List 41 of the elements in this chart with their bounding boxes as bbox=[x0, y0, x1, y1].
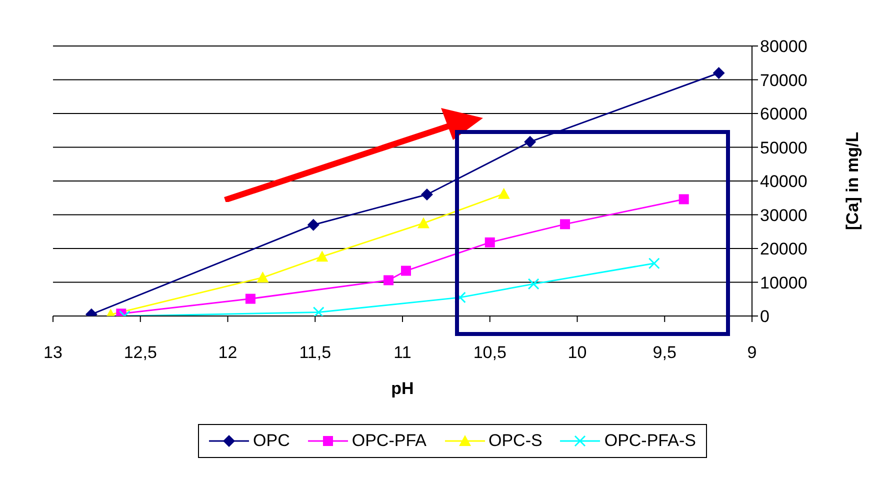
legend-label: OPC-S bbox=[488, 431, 542, 451]
y-tick-label: 40000 bbox=[760, 172, 808, 192]
point bbox=[648, 258, 660, 270]
x-tick-label: 11,5 bbox=[299, 343, 332, 362]
point bbox=[528, 278, 540, 290]
x-tick-label: 10 bbox=[568, 343, 587, 362]
y-tick-label: 80000 bbox=[760, 37, 808, 56]
point bbox=[524, 136, 536, 148]
point bbox=[400, 266, 411, 276]
point bbox=[498, 188, 510, 199]
legend-label: OPC-PFA-S bbox=[604, 431, 696, 451]
point bbox=[712, 67, 725, 79]
y-tick-label: 70000 bbox=[760, 70, 808, 90]
point bbox=[256, 272, 269, 283]
point bbox=[384, 275, 394, 286]
point bbox=[307, 218, 320, 231]
x-tick-label: 11 bbox=[394, 343, 412, 362]
legend-label: OPC bbox=[253, 431, 290, 451]
y-tick-label: 50000 bbox=[760, 138, 808, 158]
legend-label: OPC-PFA bbox=[352, 431, 426, 451]
y-tick-label: 0 bbox=[760, 307, 770, 326]
y-tick-label: 10000 bbox=[760, 273, 808, 292]
point bbox=[484, 237, 495, 248]
point bbox=[316, 250, 328, 262]
x-axis-title: pH bbox=[391, 379, 414, 398]
x-tick-label: 12 bbox=[218, 343, 238, 362]
x-tick-label: 9 bbox=[747, 343, 757, 362]
point bbox=[417, 217, 430, 228]
point bbox=[678, 194, 689, 204]
x-tick-label: 12,5 bbox=[124, 343, 157, 362]
x-tick-label: 9,5 bbox=[652, 343, 676, 362]
point bbox=[245, 294, 256, 304]
y-axis-title: [Ca] in mg/L bbox=[843, 132, 862, 230]
y-tick-label: 30000 bbox=[760, 206, 808, 225]
point bbox=[312, 306, 324, 316]
point bbox=[560, 219, 570, 230]
y-tick-label: 20000 bbox=[760, 240, 808, 259]
y-tick-label: 60000 bbox=[760, 104, 808, 124]
x-tick-label: 10,5 bbox=[473, 343, 506, 362]
x-tick-label: 13 bbox=[44, 343, 62, 362]
point bbox=[420, 188, 433, 200]
